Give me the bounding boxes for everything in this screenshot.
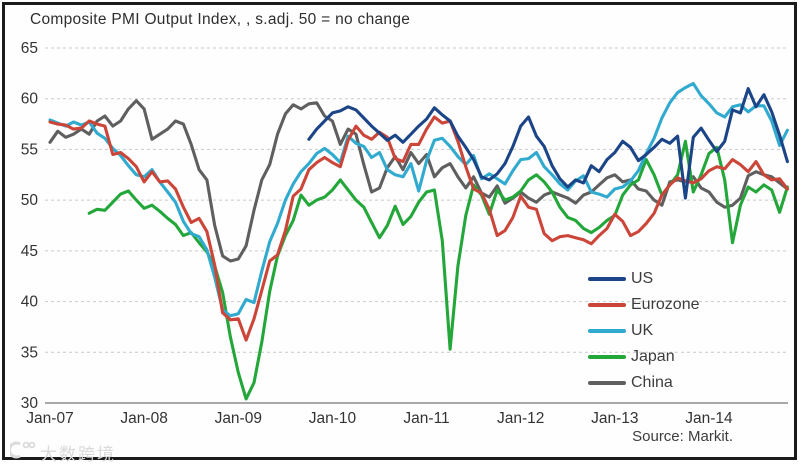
legend-swatch-china xyxy=(588,381,626,385)
series-line-china xyxy=(48,99,789,263)
x-tick-label: Jan-10 xyxy=(309,410,357,427)
legend-item-china: China xyxy=(588,370,700,396)
y-tick-label: 40 xyxy=(21,294,39,311)
chart-title: Composite PMI Output Index, , s.adj. 50 … xyxy=(30,11,411,28)
x-tick-label: Jan-09 xyxy=(215,410,262,427)
legend-swatch-japan xyxy=(588,355,626,359)
x-tick-label: Jan-12 xyxy=(497,410,544,427)
x-tick-label: Jan-08 xyxy=(120,410,167,427)
legend-item-japan: Japan xyxy=(588,344,700,370)
legend-item-uk: UK xyxy=(588,318,700,344)
chart-legend: US Eurozone UK Japan China xyxy=(588,266,700,396)
legend-swatch-uk xyxy=(588,329,626,333)
series-line-us xyxy=(307,87,789,200)
legend-label: US xyxy=(631,270,654,287)
x-tick-label: Jan-11 xyxy=(403,410,449,427)
legend-swatch-us xyxy=(588,277,626,281)
y-tick-label: 60 xyxy=(21,91,39,108)
x-tick-label: Jan-13 xyxy=(591,410,638,427)
series-line-eurozone xyxy=(48,115,789,342)
series-line-uk xyxy=(48,81,789,318)
y-tick-label: 35 xyxy=(21,344,38,361)
legend-label: Eurozone xyxy=(631,296,700,313)
legend-label: Japan xyxy=(631,348,675,365)
watermark-logo-icon xyxy=(7,440,36,465)
y-tick-label: 50 xyxy=(21,192,39,209)
source-label: Source: Markit. xyxy=(632,428,733,445)
y-tick-label: 30 xyxy=(21,395,39,412)
legend-swatch-eurozone xyxy=(588,303,626,307)
x-tick-label: Jan-14 xyxy=(685,410,733,427)
legend-item-us: US xyxy=(588,266,700,292)
y-tick-label: 55 xyxy=(21,141,38,158)
legend-label: UK xyxy=(631,322,654,339)
y-tick-label: 45 xyxy=(21,243,38,260)
watermark: 大数跨境 xyxy=(7,440,116,465)
y-tick-label: 65 xyxy=(21,40,38,57)
watermark-text: 大数跨境 xyxy=(40,445,116,464)
x-tick-label: Jan-07 xyxy=(26,410,73,427)
chart-card xyxy=(2,2,797,460)
legend-label: China xyxy=(631,374,673,391)
legend-item-eurozone: Eurozone xyxy=(588,292,700,318)
